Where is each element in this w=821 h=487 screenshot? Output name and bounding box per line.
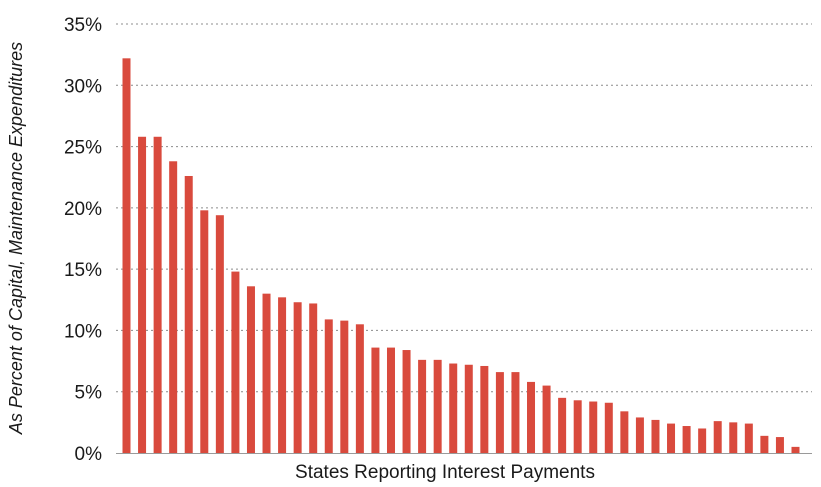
- bar: [340, 320, 349, 453]
- bar: [153, 136, 162, 453]
- bar: [682, 426, 691, 453]
- bar: [309, 303, 318, 453]
- bar-series: [122, 58, 800, 454]
- bar: [464, 364, 473, 453]
- bar: [729, 422, 738, 453]
- bar: [527, 381, 536, 453]
- bar: [246, 286, 255, 453]
- bar: [480, 365, 489, 453]
- bar: [293, 302, 302, 453]
- bar: [324, 319, 333, 453]
- bar: [262, 293, 271, 453]
- bar: [122, 58, 131, 453]
- bar: [200, 210, 209, 453]
- bar: [495, 372, 504, 453]
- bar: [698, 428, 707, 453]
- bar: [651, 419, 660, 453]
- bar: [449, 363, 458, 453]
- y-tick-label: 30%: [64, 76, 102, 97]
- y-tick-label: 35%: [64, 15, 102, 36]
- bar: [433, 359, 442, 453]
- bar: [215, 215, 224, 453]
- bar: [775, 437, 784, 453]
- y-tick-label: 5%: [75, 383, 103, 404]
- bar: [371, 347, 380, 453]
- y-tick-label: 20%: [64, 199, 102, 220]
- bar: [231, 271, 240, 453]
- y-axis-label: As Percent of Capital, Maintenance Expen…: [6, 42, 26, 435]
- bar: [402, 350, 411, 453]
- bar: [542, 385, 551, 453]
- bar: [760, 435, 769, 453]
- bar: [635, 417, 644, 453]
- bar: [573, 400, 582, 453]
- y-tick-label: 25%: [64, 138, 102, 159]
- bar: [184, 175, 193, 454]
- bar: [278, 297, 287, 453]
- y-tick-label: 15%: [64, 260, 102, 281]
- bar: [589, 401, 598, 453]
- bar: [511, 372, 520, 453]
- bar: [604, 402, 613, 453]
- bar: [713, 421, 722, 453]
- bar: [620, 411, 629, 453]
- bar: [418, 359, 427, 453]
- bar: [138, 136, 147, 453]
- bar: [355, 324, 364, 453]
- x-axis-label: States Reporting Interest Payments: [295, 462, 595, 483]
- bar: [791, 446, 800, 453]
- bar: [386, 347, 395, 453]
- y-axis-tick-labels: 0% 5% 10% 15% 20% 25% 30% 35%: [64, 15, 102, 465]
- bar: [558, 397, 567, 453]
- y-tick-label: 0%: [75, 444, 103, 465]
- bar: [667, 423, 676, 453]
- bar: [744, 423, 753, 453]
- bar: [169, 161, 178, 453]
- y-tick-label: 10%: [64, 321, 102, 342]
